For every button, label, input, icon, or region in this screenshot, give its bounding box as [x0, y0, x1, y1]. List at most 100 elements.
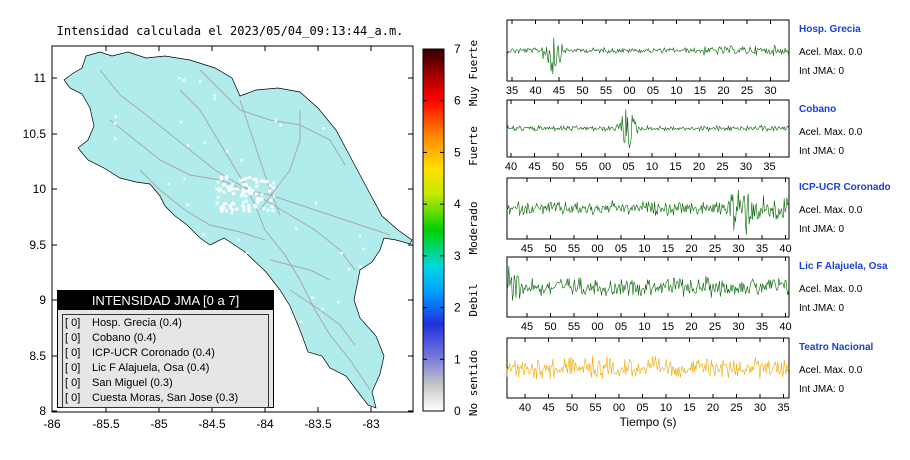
time-tick-label: 15: [669, 161, 681, 173]
time-tick-label: 25: [716, 161, 728, 173]
station-name: ICP-UCR Coronado: [799, 182, 891, 193]
time-tick-label: 50: [566, 402, 578, 414]
station-dot: [220, 209, 224, 213]
station-dot: [247, 209, 251, 213]
station-dot: [255, 180, 259, 184]
station-dot: [271, 208, 275, 212]
time-tick-label: 55: [600, 85, 612, 97]
legend-item-label: ICP-UCR Coronado (0.4): [92, 347, 215, 359]
station-jma-intensity: Int JMA: 0: [799, 224, 845, 235]
station-max-acceleration: Acel. Max. 0.0: [799, 365, 863, 376]
station-dot: [231, 192, 235, 196]
waveform-frame: [506, 256, 790, 318]
station-dot: [247, 206, 251, 210]
station-dot: [202, 233, 206, 236]
station-dot: [228, 185, 232, 189]
legend-list: [ 0] Hosp. Grecia (0.4)[ 0] Cobano (0.4)[ …: [62, 314, 269, 408]
station-dot: [219, 175, 223, 179]
lat-tick-label: 8.5: [29, 349, 46, 363]
station-dot: [114, 115, 117, 118]
colorbar-category-label: Fuerte: [467, 126, 480, 166]
waveform-panel: 40 45 50 55 00 05 10 15 20 25 30 35: [505, 99, 790, 173]
station-dot: [141, 280, 144, 283]
colorbar-category-label: Debil: [467, 283, 480, 316]
time-axis-label: Tiempo (s): [620, 415, 677, 429]
time-tick-label: 10: [646, 161, 658, 173]
station-dot: [146, 238, 149, 242]
time-tick-label: 05: [647, 85, 659, 97]
costa-rica-land: [63, 51, 413, 409]
station-dot: [358, 234, 362, 238]
station-name: Hosp. Grecia: [799, 24, 861, 35]
station-dot: [254, 192, 258, 196]
station-dot: [114, 137, 117, 140]
colorbar-tick-label: 2: [454, 301, 461, 315]
waveform-panel: 45 50 55 00 05 10 15 20 25 30 35 40: [506, 177, 792, 255]
waveform-trace: [506, 37, 789, 75]
time-tick-label: 00: [599, 161, 611, 173]
station-dot: [217, 247, 221, 250]
time-tick-label: 40: [519, 402, 531, 414]
station-dot: [254, 177, 258, 181]
lon-tick-label: -85.5: [92, 417, 120, 431]
intensity-legend: INTENSIDAD JMA [0 a 7] [ 0] Hosp. Grecia …: [57, 290, 274, 408]
station-dot: [279, 123, 283, 127]
station-dot: [300, 320, 303, 323]
legend-item-intensity: [ 0]: [65, 392, 81, 404]
station-dot: [247, 186, 251, 190]
time-tick-label: 20: [717, 85, 729, 97]
colorbar-tick-label: 4: [454, 197, 461, 211]
station-dot: [222, 190, 226, 194]
time-tick-label: 45: [521, 321, 533, 333]
station-dot: [178, 76, 181, 80]
station-dot: [241, 183, 245, 187]
time-tick-label: 45: [553, 85, 565, 97]
legend-item-label: Cobano (0.4): [92, 332, 157, 344]
station-dot: [257, 199, 261, 203]
station-dot: [241, 188, 245, 192]
station-dot: [362, 247, 365, 251]
station-dot: [359, 264, 362, 268]
time-tick-label: 20: [685, 243, 697, 255]
station-dot: [218, 187, 222, 191]
waveform-panel: 40 45 50 55 00 05 10 15 20 25 30 35: [506, 337, 790, 414]
time-tick-label: 35: [506, 85, 518, 97]
station-dot: [244, 194, 248, 198]
station-jma-intensity: Int JMA: 0: [799, 146, 845, 157]
station-dot: [240, 194, 244, 198]
station-dot: [259, 197, 263, 201]
station-dot: [219, 207, 223, 211]
station-dot: [242, 190, 246, 194]
time-tick-label: 35: [763, 161, 775, 173]
time-tick-label: 25: [709, 321, 721, 333]
station-dot: [219, 177, 223, 181]
station-dot: [203, 141, 206, 144]
time-tick-label: 50: [544, 321, 556, 333]
time-tick-label: 55: [568, 243, 580, 255]
station-dot: [240, 159, 243, 162]
station-dot: [217, 189, 221, 193]
station-dot: [215, 187, 219, 191]
time-tick-label: 40: [529, 85, 541, 97]
time-tick-label: 35: [777, 402, 789, 414]
station-dot: [113, 122, 117, 125]
lon-tick-label: -84.5: [198, 417, 226, 431]
station-max-acceleration: Acel. Max. 0.0: [799, 284, 863, 295]
station-dot: [337, 300, 340, 304]
latitude-axis: 11 10.5 10 9.5 9 8.5 8: [23, 71, 413, 418]
station-dot: [314, 201, 318, 205]
station-dot: [243, 189, 247, 193]
legend-item-intensity: [ 0]: [65, 332, 81, 344]
colorbar-category-label: Muy Fuerte: [467, 40, 480, 106]
time-tick-label: 40: [779, 243, 791, 255]
time-tick-label: 50: [552, 161, 564, 173]
colorbar-tick-label: 1: [454, 352, 461, 366]
time-tick-label: 20: [707, 402, 719, 414]
station-dot: [244, 199, 248, 203]
station-dot: [213, 97, 217, 101]
station-dots: [99, 76, 365, 390]
station-dot: [231, 201, 235, 205]
station-dot: [219, 205, 223, 209]
station-dot: [260, 192, 264, 196]
